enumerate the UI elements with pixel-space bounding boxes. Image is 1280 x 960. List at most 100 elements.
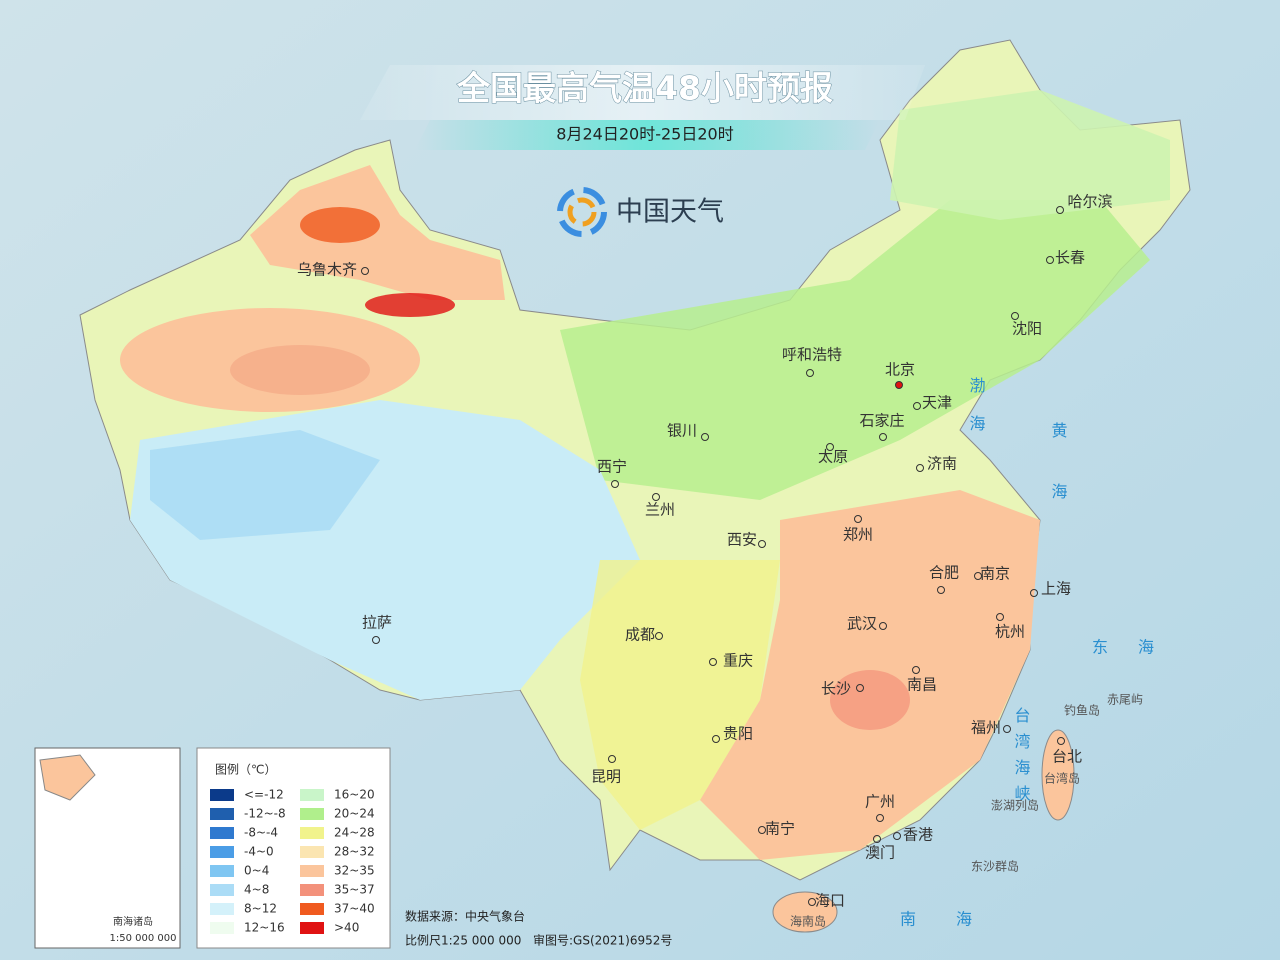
legend-swatch [300, 922, 324, 934]
city-dot [808, 898, 816, 906]
legend-label: 8~12 [244, 902, 277, 916]
city-label: 广州 [865, 793, 895, 811]
city-label: 南京 [980, 565, 1010, 583]
inset-land [39, 754, 96, 801]
title: 全国最高气温48小时预报 [456, 69, 833, 108]
plateau-cold [150, 430, 380, 540]
legend-swatch [210, 846, 234, 858]
hainan [772, 891, 838, 933]
city-dot [758, 826, 766, 834]
legend-swatch [210, 922, 234, 934]
inset-title: 南海诸岛 [113, 915, 153, 928]
city-dot [608, 755, 616, 763]
city-label: 台北 [1052, 748, 1082, 766]
city-label: 银川 [667, 422, 697, 440]
island-label: 东沙群岛 [971, 859, 1019, 874]
legend-label: 4~8 [244, 883, 269, 897]
brand: 中国天气 [616, 197, 724, 228]
legend-label: 24~28 [334, 826, 375, 840]
city-dot [758, 540, 766, 548]
city-dot [879, 433, 887, 441]
southwest-region [580, 560, 780, 830]
city-dot [1003, 725, 1011, 733]
city-label: 沈阳 [1012, 320, 1042, 338]
scale: 比例尺1:25 000 000 [405, 934, 521, 948]
sea-label: 南海 [900, 910, 1012, 929]
city-dot [806, 369, 814, 377]
city-label: 昆明 [591, 768, 621, 786]
legend-title: 图例（℃） [215, 763, 276, 777]
city-label: 天津 [922, 394, 952, 412]
legend-label: 28~32 [334, 845, 375, 859]
legend-swatch [210, 865, 234, 877]
city-dot [913, 402, 921, 410]
legend-label: 20~24 [334, 807, 375, 821]
legend-swatch [210, 827, 234, 839]
northeast-region [890, 90, 1170, 220]
city-dot [1056, 206, 1064, 214]
legend-label: 0~4 [244, 864, 269, 878]
sea-label: 黄海 [1049, 422, 1068, 544]
island-label: 台湾岛 [1044, 771, 1080, 786]
island-label: 钓鱼岛 [1064, 703, 1100, 718]
city-label: 澳门 [865, 844, 895, 862]
legend-swatch [300, 903, 324, 915]
city-label: 拉萨 [362, 614, 392, 632]
legend-label: <=-12 [244, 788, 284, 802]
city-dot [854, 515, 862, 523]
city-label: 长春 [1055, 249, 1085, 267]
city-dot [709, 658, 717, 666]
city-label: 太原 [818, 448, 848, 466]
city-dot [873, 835, 881, 843]
city-dot [895, 381, 903, 389]
city-dot [879, 622, 887, 630]
logo: 中国天气 [557, 187, 724, 237]
city-label: 上海 [1041, 580, 1071, 598]
legend-label: -8~-4 [244, 826, 278, 840]
city-label: 济南 [927, 455, 957, 473]
city-label: 长沙 [821, 680, 851, 698]
city-label: 西安 [727, 531, 757, 549]
dzungaria [250, 165, 505, 300]
subtitle-band [415, 120, 880, 150]
north-region [560, 200, 1150, 500]
legend-label: -12~-8 [244, 807, 286, 821]
city-label: 郑州 [843, 526, 873, 544]
city-dot [856, 684, 864, 692]
city-label: 重庆 [723, 652, 753, 670]
sea-label: 台湾海峡 [1012, 707, 1031, 811]
city-dot [893, 832, 901, 840]
city-dot [1011, 312, 1019, 320]
city-label: 乌鲁木齐 [297, 261, 357, 279]
city-label: 兰州 [645, 501, 675, 519]
legend-swatch [300, 846, 324, 858]
city-dot [826, 443, 834, 451]
legend-label: 37~40 [334, 902, 375, 916]
city-label: 南宁 [765, 820, 795, 838]
legend-swatch [300, 827, 324, 839]
city-label: 呼和浩特 [782, 346, 842, 364]
city-label: 哈尔滨 [1067, 193, 1112, 211]
legend-label: -4~0 [244, 845, 274, 859]
taiwan [1041, 729, 1075, 821]
city-dot [701, 433, 709, 441]
city-label: 成都 [625, 626, 655, 644]
city-label: 海口 [815, 892, 845, 910]
legend-swatch [300, 865, 324, 877]
city-dot [912, 666, 920, 674]
city-dot [876, 814, 884, 822]
legend-swatch [210, 903, 234, 915]
island-label: 海南岛 [790, 914, 826, 929]
legend-swatch [210, 808, 234, 820]
city-dot [916, 464, 924, 472]
city-label: 贵阳 [723, 725, 753, 743]
hot-spot [365, 293, 455, 317]
legend-swatch [210, 884, 234, 896]
city-label: 南昌 [907, 676, 937, 694]
city-dot [655, 632, 663, 640]
sea-label: 东海 [1092, 638, 1184, 657]
legend-swatch [210, 789, 234, 801]
city-dot [712, 735, 720, 743]
city-dot [996, 613, 1004, 621]
